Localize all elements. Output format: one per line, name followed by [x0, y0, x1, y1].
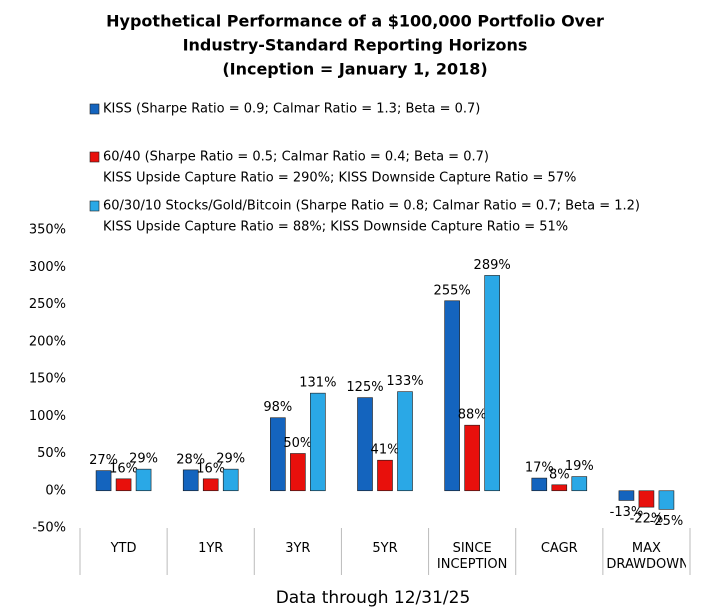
data-label: 289%	[474, 258, 511, 273]
bar	[202, 478, 219, 492]
legend-label: 60/30/10 Stocks/Gold/Bitcoin (Sharpe Rat…	[103, 199, 640, 214]
bar	[444, 300, 460, 492]
data-label: 50%	[283, 436, 312, 451]
legend-swatch	[89, 200, 100, 212]
data-label: 88%	[458, 408, 487, 423]
bar	[182, 469, 199, 492]
x-tick-label: SINCE INCEPTION	[436, 541, 508, 572]
bar	[571, 476, 588, 492]
legend-note: KISS Upside Capture Ratio = 290%; KISS D…	[103, 171, 576, 186]
data-label: 27%	[89, 453, 118, 468]
chart-title: (Inception = January 1, 2018)	[222, 60, 487, 79]
data-label: -25%	[650, 514, 684, 529]
data-label: 16%	[196, 461, 225, 476]
bar	[484, 275, 500, 492]
y-tick-label: 50%	[37, 446, 66, 461]
data-label: 133%	[386, 374, 423, 389]
y-tick-label: 300%	[29, 260, 66, 275]
bar	[397, 391, 413, 492]
bar	[135, 468, 152, 492]
bar	[638, 490, 655, 508]
data-label: 131%	[299, 376, 336, 391]
footer: Data through 12/31/25	[276, 588, 471, 608]
y-tick-label: 100%	[29, 409, 66, 424]
data-label: 28%	[176, 452, 205, 467]
data-label: 19%	[565, 459, 594, 474]
bar	[658, 490, 675, 510]
bar	[531, 477, 548, 492]
data-label: 17%	[525, 461, 554, 476]
bar	[115, 478, 132, 492]
bar	[551, 484, 568, 492]
x-tick-label: MAX DRAWDOWN	[606, 541, 687, 572]
bar	[618, 490, 635, 501]
data-label: -13%	[610, 505, 644, 520]
y-tick-label: 200%	[29, 334, 66, 349]
data-label: -22%	[630, 512, 664, 527]
bar	[464, 424, 480, 492]
data-label: 29%	[129, 452, 158, 467]
legend-label: KISS (Sharpe Ratio = 0.9; Calmar Ratio =…	[103, 102, 480, 117]
bar	[222, 468, 239, 492]
x-tick-label: CAGR	[540, 541, 578, 556]
data-label: 16%	[109, 461, 138, 476]
legend-swatch	[89, 103, 100, 115]
x-tick-label: YTD	[110, 541, 137, 556]
chart-title: Industry-Standard Reporting Horizons	[183, 36, 528, 55]
legend-swatch	[89, 151, 100, 163]
data-label: 29%	[216, 452, 245, 467]
bar	[290, 453, 306, 492]
legend-note: KISS Upside Capture Ratio = 88%; KISS Do…	[103, 220, 568, 235]
x-tick-label: 3YR	[285, 541, 311, 556]
bar	[310, 392, 326, 492]
chart-title: Hypothetical Performance of a $100,000 P…	[106, 12, 604, 31]
x-tick-label: 1YR	[198, 541, 224, 556]
bar	[357, 397, 373, 492]
bar	[377, 459, 393, 492]
x-tick-label: 5YR	[372, 541, 398, 556]
data-label: 125%	[346, 380, 383, 395]
data-label: 98%	[263, 400, 292, 415]
legend-label: 60/40 (Sharpe Ratio = 0.5; Calmar Ratio …	[103, 150, 489, 165]
y-tick-label: 250%	[29, 297, 66, 312]
bar	[95, 470, 112, 492]
bar	[270, 417, 286, 492]
data-label: 41%	[371, 443, 400, 458]
y-tick-label: 0%	[45, 483, 66, 498]
data-label: 255%	[434, 283, 471, 298]
y-tick-label: -50%	[32, 521, 66, 536]
y-tick-label: 350%	[29, 223, 66, 238]
data-label: 8%	[549, 467, 570, 482]
y-tick-label: 150%	[29, 372, 66, 387]
